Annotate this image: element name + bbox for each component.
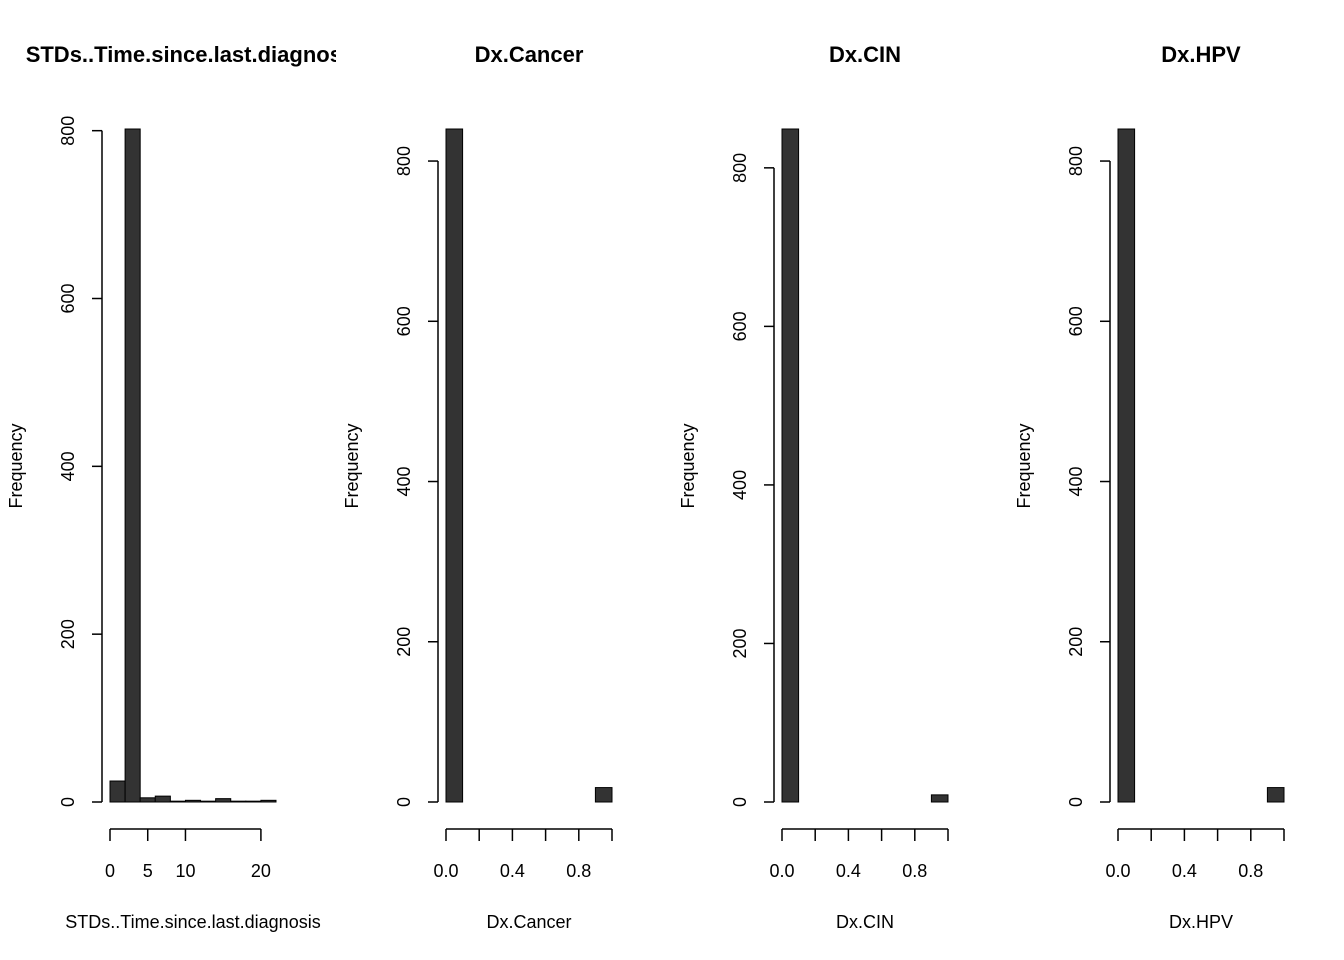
x-tick-label: 0.4 — [836, 861, 861, 881]
histogram-panel: Dx.HPV 0 200 400 600 800 0.0 0.4 0.8 Dx.HPV Freque… — [1014, 42, 1285, 932]
histogram-panel: Dx.Cancer 0 200 400 600 800 0.0 0.4 0.8 Dx.Cancer… — [342, 42, 613, 932]
y-tick-label: 200 — [394, 627, 414, 657]
x-tick-label: 10 — [175, 861, 195, 881]
x-tick-label: 0.0 — [1105, 861, 1130, 881]
histogram-bar — [154, 795, 171, 803]
y-tick-label: 400 — [394, 467, 414, 497]
histogram-panel: STDs..Time.since.last.diagnosis020040060… — [6, 42, 361, 932]
histogram-bar — [594, 787, 613, 803]
y-tick-label: 400 — [730, 470, 750, 500]
chart-title: Dx.Cancer — [475, 42, 584, 67]
y-tick-label: 0 — [1066, 797, 1086, 807]
histogram-bar — [124, 128, 141, 803]
y-axis-label: Frequency — [678, 423, 698, 508]
y-tick-label: 200 — [1066, 627, 1086, 657]
y-tick-label: 600 — [58, 283, 78, 313]
histogram-bar — [215, 798, 232, 803]
histogram-bar — [230, 800, 247, 803]
y-tick-label: 400 — [58, 451, 78, 481]
histogram-bar — [184, 799, 202, 803]
y-axis-label: Frequency — [342, 423, 362, 508]
histogram-bar — [109, 780, 126, 803]
y-tick-label: 0 — [730, 797, 750, 807]
histogram-bar — [1266, 787, 1285, 803]
y-tick-label: 0 — [58, 797, 78, 807]
x-tick-label: 20 — [251, 861, 271, 881]
y-tick-label: 800 — [1066, 146, 1086, 176]
x-tick-label: 0.4 — [1172, 861, 1197, 881]
y-tick-label: 800 — [58, 116, 78, 146]
histogram-bar — [200, 800, 217, 803]
chart-title: Dx.HPV — [1161, 42, 1241, 67]
y-tick-label: 800 — [394, 146, 414, 176]
histogram-bar — [1117, 128, 1136, 803]
y-tick-label: 200 — [730, 628, 750, 658]
y-axis-label: Frequency — [6, 423, 26, 508]
x-tick-label: 0.8 — [1238, 861, 1263, 881]
x-tick-label: 0.8 — [566, 861, 591, 881]
histogram-bar — [781, 128, 800, 803]
histogram-bar — [930, 794, 949, 803]
x-tick-label: 5 — [143, 861, 153, 881]
y-tick-label: 200 — [58, 619, 78, 649]
histogram-bar — [245, 800, 262, 803]
x-tick-label: 0 — [105, 861, 115, 881]
y-axis-label: Frequency — [1014, 423, 1034, 508]
histogram-bar — [445, 128, 464, 803]
x-axis-label: STDs..Time.since.last.diagnosis — [65, 912, 320, 932]
chart-title: Dx.CIN — [829, 42, 901, 67]
x-tick-label: 0.4 — [500, 861, 525, 881]
y-tick-label: 600 — [394, 306, 414, 336]
histogram-bar — [260, 799, 277, 803]
x-tick-label: 0.8 — [902, 861, 927, 881]
histogram-bar — [169, 800, 186, 803]
y-tick-label: 600 — [1066, 306, 1086, 336]
x-axis-label: Dx.Cancer — [486, 912, 571, 932]
y-tick-label: 400 — [1066, 467, 1086, 497]
y-tick-label: 600 — [730, 311, 750, 341]
y-tick-label: 800 — [730, 153, 750, 183]
x-tick-label: 0.0 — [769, 861, 794, 881]
histogram-bar — [139, 797, 156, 803]
x-axis-label: Dx.HPV — [1169, 912, 1233, 932]
y-tick-label: 0 — [394, 797, 414, 807]
histogram-panel: Dx.CIN 0 200 400 600 800 0.0 0.4 0.8 Dx.CIN Freque… — [678, 42, 949, 932]
x-axis-label: Dx.CIN — [836, 912, 894, 932]
x-tick-label: 0.0 — [433, 861, 458, 881]
chart-title: STDs..Time.since.last.diagnosis — [26, 42, 361, 67]
